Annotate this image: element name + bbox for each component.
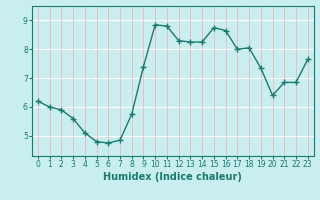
X-axis label: Humidex (Indice chaleur): Humidex (Indice chaleur) [103,172,242,182]
